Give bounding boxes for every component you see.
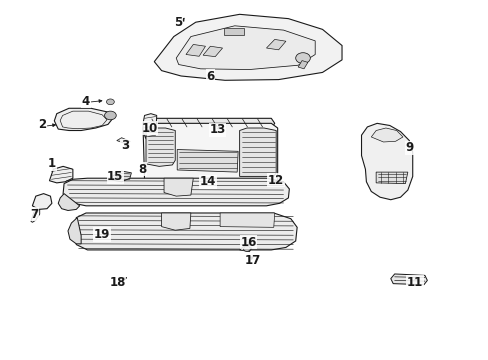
Text: 16: 16 xyxy=(240,236,256,249)
Text: 13: 13 xyxy=(209,123,225,136)
Circle shape xyxy=(104,111,116,120)
Polygon shape xyxy=(239,246,251,252)
Text: 7: 7 xyxy=(30,208,38,221)
Text: 15: 15 xyxy=(107,170,123,183)
Polygon shape xyxy=(143,123,277,184)
Polygon shape xyxy=(143,114,157,140)
Polygon shape xyxy=(68,218,81,244)
Polygon shape xyxy=(32,194,52,210)
Text: 3: 3 xyxy=(121,139,129,152)
Polygon shape xyxy=(63,178,289,206)
Text: 11: 11 xyxy=(406,276,423,289)
Polygon shape xyxy=(161,213,190,230)
Polygon shape xyxy=(375,172,407,184)
Polygon shape xyxy=(298,60,307,69)
Text: 5: 5 xyxy=(174,16,183,29)
Polygon shape xyxy=(203,46,222,57)
Polygon shape xyxy=(154,14,341,80)
Polygon shape xyxy=(163,178,193,196)
Circle shape xyxy=(106,99,114,105)
Polygon shape xyxy=(76,213,297,250)
Text: 19: 19 xyxy=(94,228,110,241)
Polygon shape xyxy=(370,128,402,142)
Polygon shape xyxy=(185,44,205,56)
Polygon shape xyxy=(390,274,427,285)
Text: 2: 2 xyxy=(38,118,46,131)
Polygon shape xyxy=(58,194,80,211)
Text: 17: 17 xyxy=(244,254,261,267)
Polygon shape xyxy=(144,118,274,128)
Circle shape xyxy=(243,246,250,251)
Polygon shape xyxy=(117,138,130,144)
Text: 9: 9 xyxy=(405,141,412,154)
Polygon shape xyxy=(31,210,40,222)
Polygon shape xyxy=(177,149,238,172)
Polygon shape xyxy=(361,123,412,200)
Text: 10: 10 xyxy=(141,122,157,135)
Polygon shape xyxy=(49,166,73,183)
Bar xyxy=(224,28,243,35)
Polygon shape xyxy=(220,213,274,227)
Polygon shape xyxy=(266,40,285,50)
Text: 18: 18 xyxy=(109,276,125,289)
Text: 14: 14 xyxy=(199,175,216,188)
Text: 8: 8 xyxy=(138,163,146,176)
Polygon shape xyxy=(112,171,131,182)
Text: 12: 12 xyxy=(267,174,284,186)
Text: 1: 1 xyxy=(48,157,56,170)
Polygon shape xyxy=(54,108,113,131)
Polygon shape xyxy=(176,26,315,69)
Polygon shape xyxy=(146,128,175,166)
Circle shape xyxy=(295,53,310,63)
Text: 4: 4 xyxy=(81,95,90,108)
Polygon shape xyxy=(239,128,276,176)
Text: 6: 6 xyxy=(206,69,214,82)
